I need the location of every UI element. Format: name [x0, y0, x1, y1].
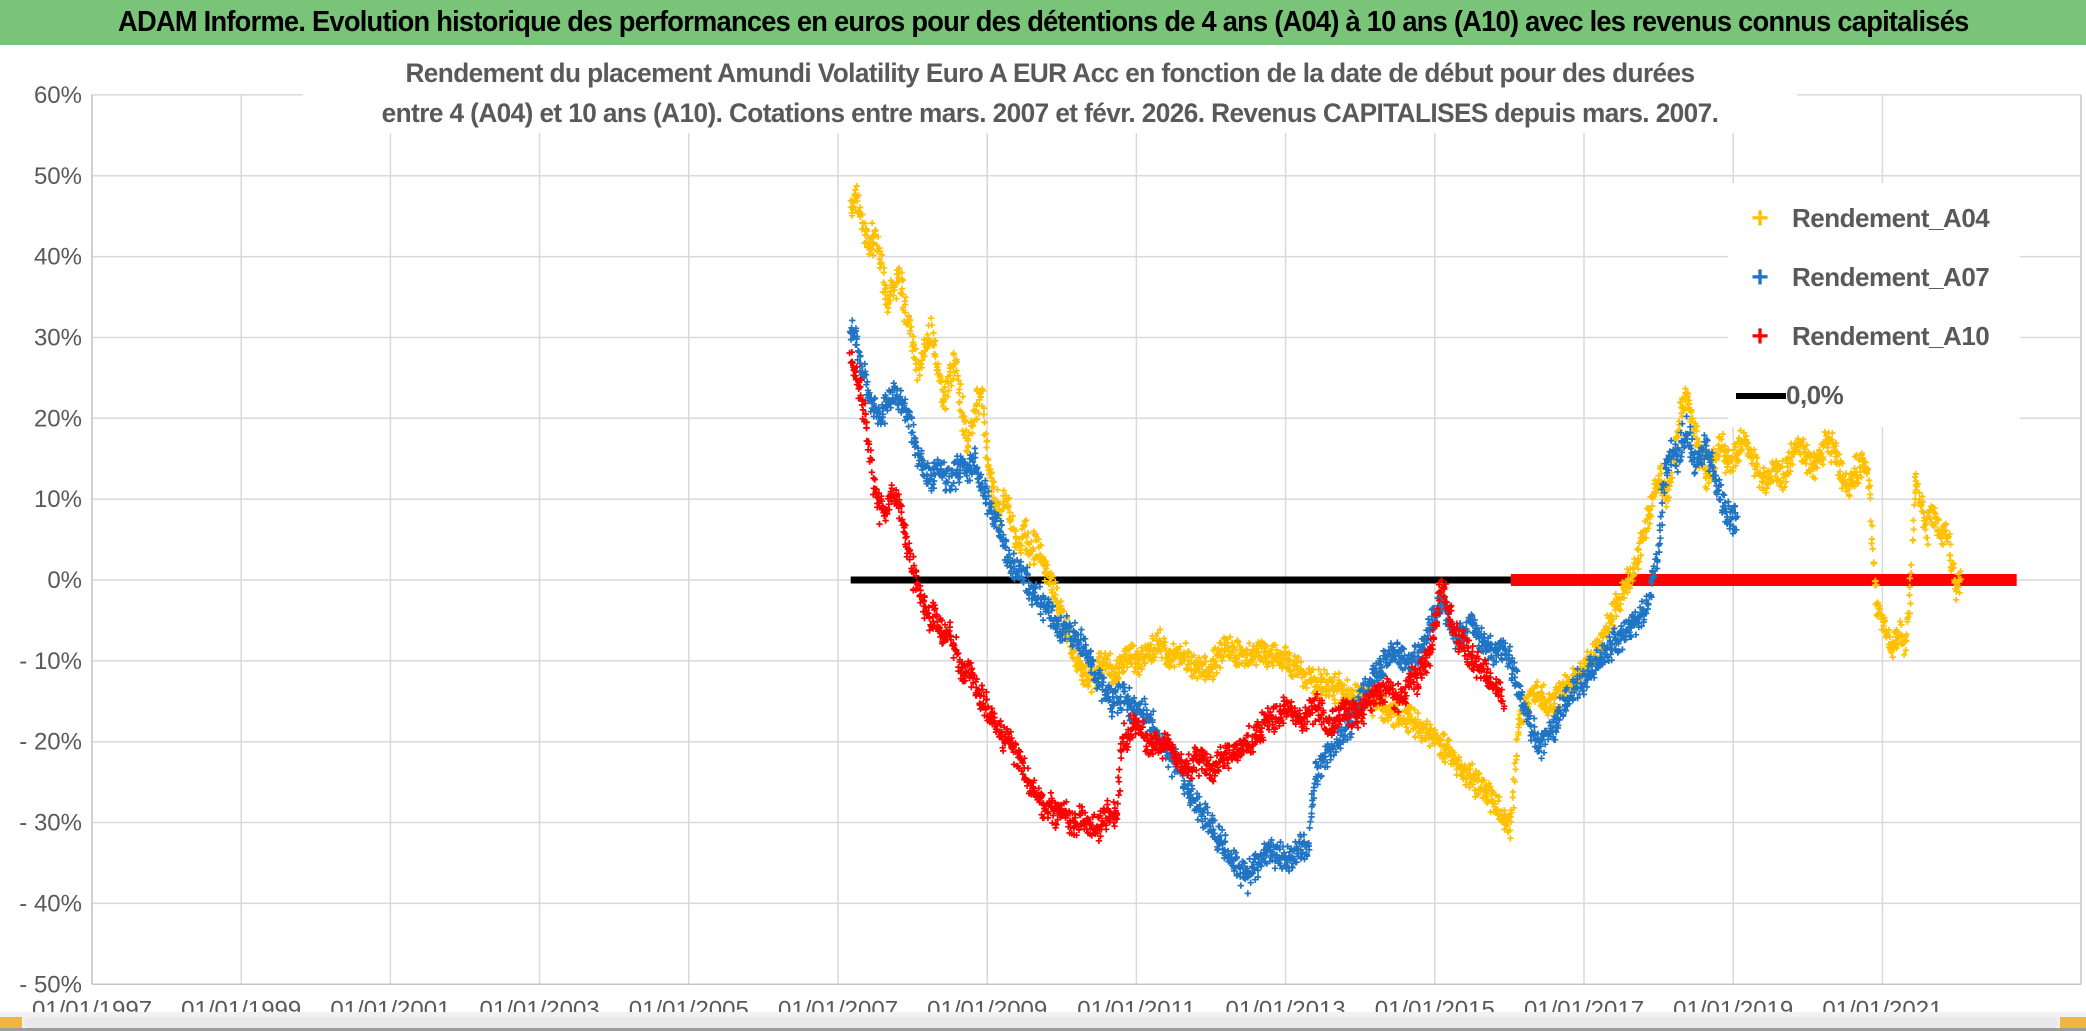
page-title: ADAM Informe. Evolution historique des p… — [117, 6, 1969, 38]
window-edge-line — [0, 1028, 2086, 1031]
chart-title-line2: entre 4 (A04) et 10 ans (A10). Cotations… — [381, 98, 1719, 128]
legend-label: Rendement_A04 — [1792, 203, 1990, 233]
x-axis-tick-label: 01/01/2019 — [1673, 996, 1793, 1012]
legend-label: Rendement_A10 — [1792, 321, 1990, 351]
chart-title: Rendement du placement Amundi Volatility… — [303, 53, 1797, 133]
chart-title-line1: Rendement du placement Amundi Volatility… — [405, 58, 1695, 88]
performance-chart: 60% 50% 40% 30% 20% 10% 0% - 10% - 20% - 30% - 40%… — [0, 45, 2086, 1012]
y-axis-tick-label: - 30% — [19, 810, 82, 837]
legend-item-a07: + Rendement_A07 — [1728, 248, 2020, 307]
y-axis-tick-label: 40% — [34, 244, 82, 271]
chart-legend: + Rendement_A04 + Rendement_A07 + Rendem… — [1728, 183, 2020, 427]
y-axis-tick-label: 50% — [34, 163, 82, 190]
horizontal-scrollbar[interactable] — [24, 1017, 2058, 1028]
plus-marker-icon: + — [1751, 319, 1769, 353]
y-axis-tick-label: - 10% — [19, 648, 82, 675]
legend-label: 0,0% — [1786, 380, 1844, 410]
scatter-series-Rendement_A10 — [846, 349, 1508, 844]
x-axis-tick-label: 01/01/2001 — [330, 996, 450, 1012]
gold-corner-left — [0, 1017, 22, 1028]
x-axis-tick-label: 01/01/2017 — [1524, 996, 1644, 1012]
x-axis-tick-label: 01/01/2015 — [1375, 996, 1495, 1012]
y-axis-tick-label: 60% — [34, 82, 82, 109]
scatter-series-Rendement_A07 — [846, 317, 1741, 897]
y-axis-tick-label: 30% — [34, 324, 82, 351]
x-axis-tick-label: 01/01/2007 — [778, 996, 898, 1012]
y-axis-tick-label: 0% — [47, 567, 82, 594]
x-axis-tick-label: 01/01/1997 — [32, 996, 152, 1012]
y-axis-tick-label: - 20% — [19, 729, 82, 756]
gold-corner-right — [2060, 1017, 2086, 1028]
legend-item-zero-line: 0,0% — [1728, 366, 2020, 425]
bottom-edge-bar — [0, 1012, 2086, 1031]
legend-item-a04: + Rendement_A04 — [1728, 189, 2020, 248]
y-axis-tick-label: 20% — [34, 405, 82, 432]
y-axis-tick-label: - 50% — [19, 971, 82, 998]
zero-line-icon — [1736, 392, 1786, 399]
title-bar: ADAM Informe. Evolution historique des p… — [0, 0, 2086, 46]
x-axis-tick-label: 01/01/2005 — [629, 996, 749, 1012]
x-axis-tick-label: 01/01/2003 — [480, 996, 600, 1012]
legend-item-a10: + Rendement_A10 — [1728, 307, 2020, 366]
legend-label: Rendement_A07 — [1792, 262, 1990, 292]
y-axis-tick-label: - 40% — [19, 890, 82, 917]
x-axis-tick-label: 01/01/2021 — [1822, 996, 1942, 1012]
x-axis-tick-label: 01/01/2013 — [1226, 996, 1346, 1012]
x-axis-tick-label: 01/01/1999 — [181, 996, 301, 1012]
x-axis-tick-label: 01/01/2011 — [1077, 996, 1195, 1012]
y-axis-tick-label: 10% — [34, 486, 82, 513]
plus-marker-icon: + — [1751, 201, 1769, 235]
plus-marker-icon: + — [1751, 260, 1769, 294]
x-axis-tick-label: 01/01/2009 — [927, 996, 1047, 1012]
